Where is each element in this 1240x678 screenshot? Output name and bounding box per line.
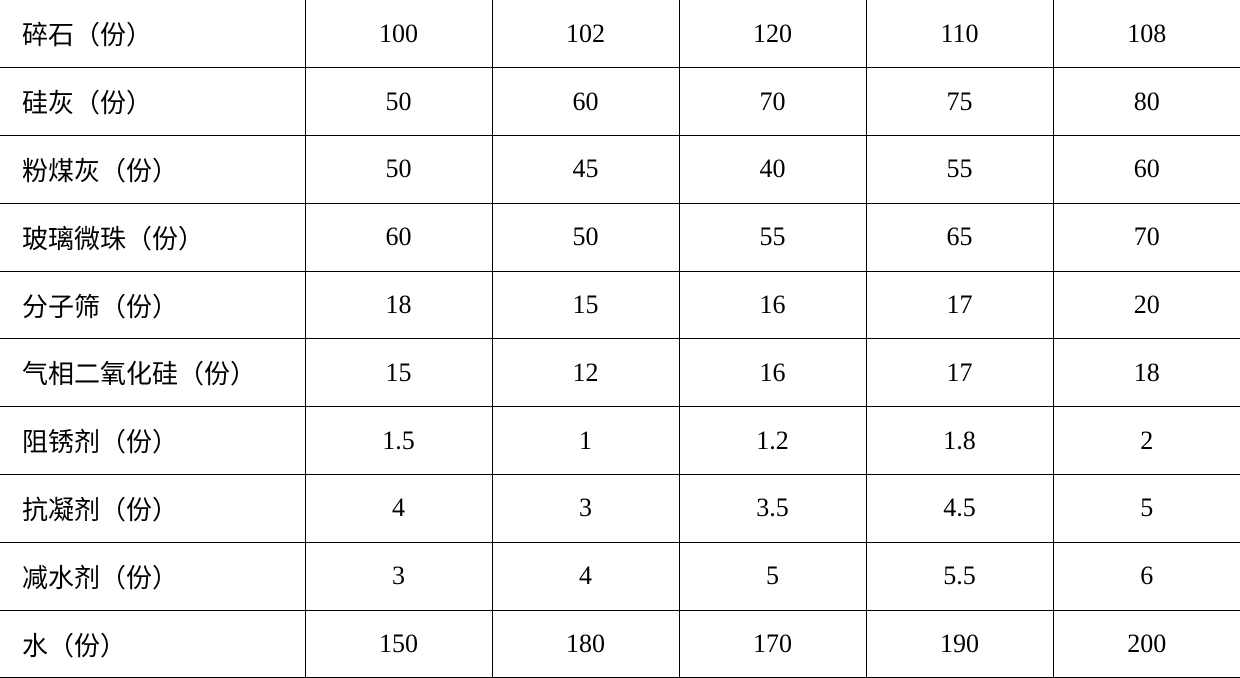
table-cell: 40 <box>679 136 866 204</box>
table-cell: 18 <box>305 271 492 339</box>
table-cell: 17 <box>866 271 1053 339</box>
table-cell: 4 <box>492 542 679 610</box>
table-cell: 150 <box>305 610 492 678</box>
table-row: 碎石（份） 100 102 120 110 108 <box>0 0 1240 68</box>
table-cell: 70 <box>679 68 866 136</box>
table-cell: 5.5 <box>866 542 1053 610</box>
row-label: 水（份） <box>0 610 305 678</box>
table-cell: 50 <box>305 68 492 136</box>
table-row: 硅灰（份） 50 60 70 75 80 <box>0 68 1240 136</box>
table-cell: 190 <box>866 610 1053 678</box>
table-cell: 17 <box>866 339 1053 407</box>
table-cell: 65 <box>866 203 1053 271</box>
table-cell: 102 <box>492 0 679 68</box>
table-row: 阻锈剂（份） 1.5 1 1.2 1.8 2 <box>0 407 1240 475</box>
table-cell: 16 <box>679 271 866 339</box>
table-row: 气相二氧化硅（份） 15 12 16 17 18 <box>0 339 1240 407</box>
table-cell: 60 <box>492 68 679 136</box>
row-label: 气相二氧化硅（份） <box>0 339 305 407</box>
table-cell: 16 <box>679 339 866 407</box>
row-label: 抗凝剂（份） <box>0 475 305 543</box>
table-cell: 50 <box>492 203 679 271</box>
table-cell: 1.2 <box>679 407 866 475</box>
table-cell: 4 <box>305 475 492 543</box>
table-cell: 200 <box>1053 610 1240 678</box>
table-cell: 80 <box>1053 68 1240 136</box>
table-row: 粉煤灰（份） 50 45 40 55 60 <box>0 136 1240 204</box>
table-row: 分子筛（份） 18 15 16 17 20 <box>0 271 1240 339</box>
table-row: 玻璃微珠（份） 60 50 55 65 70 <box>0 203 1240 271</box>
row-label: 减水剂（份） <box>0 542 305 610</box>
table-row: 抗凝剂（份） 4 3 3.5 4.5 5 <box>0 475 1240 543</box>
table-cell: 20 <box>1053 271 1240 339</box>
table-row: 减水剂（份） 3 4 5 5.5 6 <box>0 542 1240 610</box>
table-cell: 12 <box>492 339 679 407</box>
table-cell: 1.5 <box>305 407 492 475</box>
row-label: 碎石（份） <box>0 0 305 68</box>
table-cell: 110 <box>866 0 1053 68</box>
table-cell: 50 <box>305 136 492 204</box>
table-cell: 3 <box>305 542 492 610</box>
row-label: 分子筛（份） <box>0 271 305 339</box>
composition-table: 碎石（份） 100 102 120 110 108 硅灰（份） 50 60 70… <box>0 0 1240 678</box>
table-row: 水（份） 150 180 170 190 200 <box>0 610 1240 678</box>
row-label: 玻璃微珠（份） <box>0 203 305 271</box>
table-cell: 1.8 <box>866 407 1053 475</box>
table-cell: 45 <box>492 136 679 204</box>
table-cell: 15 <box>305 339 492 407</box>
table-cell: 3 <box>492 475 679 543</box>
table-cell: 100 <box>305 0 492 68</box>
table-cell: 120 <box>679 0 866 68</box>
table-cell: 6 <box>1053 542 1240 610</box>
table-cell: 55 <box>679 203 866 271</box>
table-cell: 60 <box>305 203 492 271</box>
table-cell: 3.5 <box>679 475 866 543</box>
row-label: 硅灰（份） <box>0 68 305 136</box>
table-cell: 18 <box>1053 339 1240 407</box>
table-cell: 15 <box>492 271 679 339</box>
table-cell: 5 <box>1053 475 1240 543</box>
table-cell: 4.5 <box>866 475 1053 543</box>
table-cell: 5 <box>679 542 866 610</box>
table-cell: 60 <box>1053 136 1240 204</box>
table-cell: 75 <box>866 68 1053 136</box>
table-cell: 108 <box>1053 0 1240 68</box>
table-cell: 1 <box>492 407 679 475</box>
row-label: 阻锈剂（份） <box>0 407 305 475</box>
table-cell: 180 <box>492 610 679 678</box>
table-cell: 2 <box>1053 407 1240 475</box>
table-cell: 170 <box>679 610 866 678</box>
table-cell: 70 <box>1053 203 1240 271</box>
row-label: 粉煤灰（份） <box>0 136 305 204</box>
table-cell: 55 <box>866 136 1053 204</box>
